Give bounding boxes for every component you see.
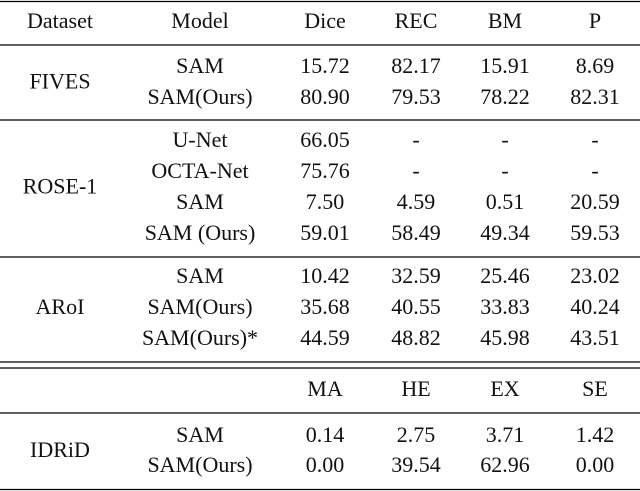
dataset-label: ROSE-1: [23, 174, 98, 199]
value-cell: 49.34: [480, 220, 530, 245]
header-cell: BM: [488, 8, 522, 33]
value-cell: 59.01: [300, 220, 350, 245]
header-cell: EX: [490, 376, 519, 401]
value-cell: 48.82: [391, 325, 441, 350]
header-cell: Model: [171, 8, 228, 33]
value-cell: 4.59: [397, 189, 436, 214]
value-cell: -: [501, 158, 508, 183]
value-cell: 7.50: [306, 189, 345, 214]
value-cell: 40.55: [391, 294, 441, 319]
value-cell: 43.51: [570, 325, 620, 350]
value-cell: 15.72: [300, 53, 350, 78]
value-cell: 82.17: [391, 53, 441, 78]
value-cell: 79.53: [391, 84, 441, 109]
value-cell: 44.59: [300, 325, 350, 350]
dataset-label: IDRiD: [30, 437, 90, 462]
value-cell: 82.31: [570, 84, 620, 109]
value-cell: 0.00: [576, 452, 615, 477]
value-cell: 35.68: [300, 294, 350, 319]
dataset-label: ARoI: [36, 294, 85, 319]
value-cell: -: [412, 158, 419, 183]
value-cell: 3.71: [486, 422, 525, 447]
value-cell: 75.76: [300, 158, 350, 183]
model-cell: U-Net: [173, 127, 228, 152]
header-cell: REC: [395, 8, 438, 33]
model-cell: SAM: [176, 53, 224, 78]
value-cell: -: [591, 127, 598, 152]
value-cell: 58.49: [391, 220, 441, 245]
header-cell: HE: [401, 376, 430, 401]
model-cell: SAM: [176, 189, 224, 214]
value-cell: 62.96: [480, 452, 530, 477]
header-cell: P: [589, 8, 601, 33]
value-cell: -: [501, 127, 508, 152]
value-cell: -: [591, 158, 598, 183]
value-cell: 33.83: [480, 294, 530, 319]
value-cell: 8.69: [576, 53, 615, 78]
value-cell: 15.91: [480, 53, 530, 78]
dataset-label: FIVES: [29, 69, 90, 94]
header-cell: SE: [582, 376, 608, 401]
value-cell: 45.98: [480, 325, 530, 350]
value-cell: 23.02: [570, 263, 620, 288]
value-cell: 0.14: [306, 422, 345, 447]
model-cell: OCTA-Net: [151, 158, 248, 183]
model-cell: SAM (Ours): [145, 220, 256, 245]
value-cell: 32.59: [391, 263, 441, 288]
value-cell: 10.42: [300, 263, 350, 288]
model-cell: SAM: [176, 263, 224, 288]
model-cell: SAM(Ours): [147, 294, 252, 319]
model-cell: SAM(Ours): [147, 452, 252, 477]
value-cell: 80.90: [300, 84, 350, 109]
value-cell: 1.42: [576, 422, 615, 447]
value-cell: 0.51: [486, 189, 525, 214]
value-cell: 25.46: [480, 263, 530, 288]
value-cell: 2.75: [397, 422, 436, 447]
value-cell: 66.05: [300, 127, 350, 152]
model-cell: SAM(Ours): [147, 84, 252, 109]
model-cell: SAM(Ours)*: [142, 325, 258, 350]
header-cell: Dataset: [27, 8, 93, 33]
value-cell: -: [412, 127, 419, 152]
value-cell: 40.24: [570, 294, 620, 319]
header-cell: Dice: [304, 8, 346, 33]
value-cell: 78.22: [480, 84, 530, 109]
value-cell: 20.59: [570, 189, 620, 214]
model-cell: SAM: [176, 422, 224, 447]
value-cell: 0.00: [306, 452, 345, 477]
value-cell: 39.54: [391, 452, 441, 477]
header-cell: MA: [307, 376, 343, 401]
value-cell: 59.53: [570, 220, 620, 245]
